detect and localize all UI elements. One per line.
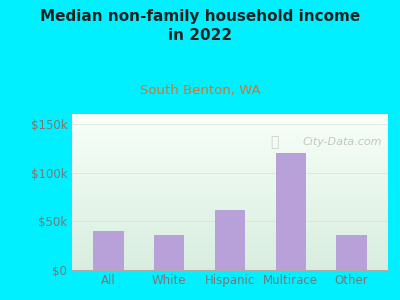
- Bar: [276, 153, 306, 270]
- Text: City-Data.com: City-Data.com: [303, 137, 382, 147]
- Text: South Benton, WA: South Benton, WA: [140, 84, 260, 97]
- Text: ⦿: ⦿: [270, 135, 278, 149]
- Text: Median non-family household income
in 2022: Median non-family household income in 20…: [40, 9, 360, 43]
- Bar: [336, 235, 367, 270]
- Bar: [93, 231, 124, 270]
- Bar: [154, 235, 184, 270]
- Bar: [215, 209, 245, 270]
